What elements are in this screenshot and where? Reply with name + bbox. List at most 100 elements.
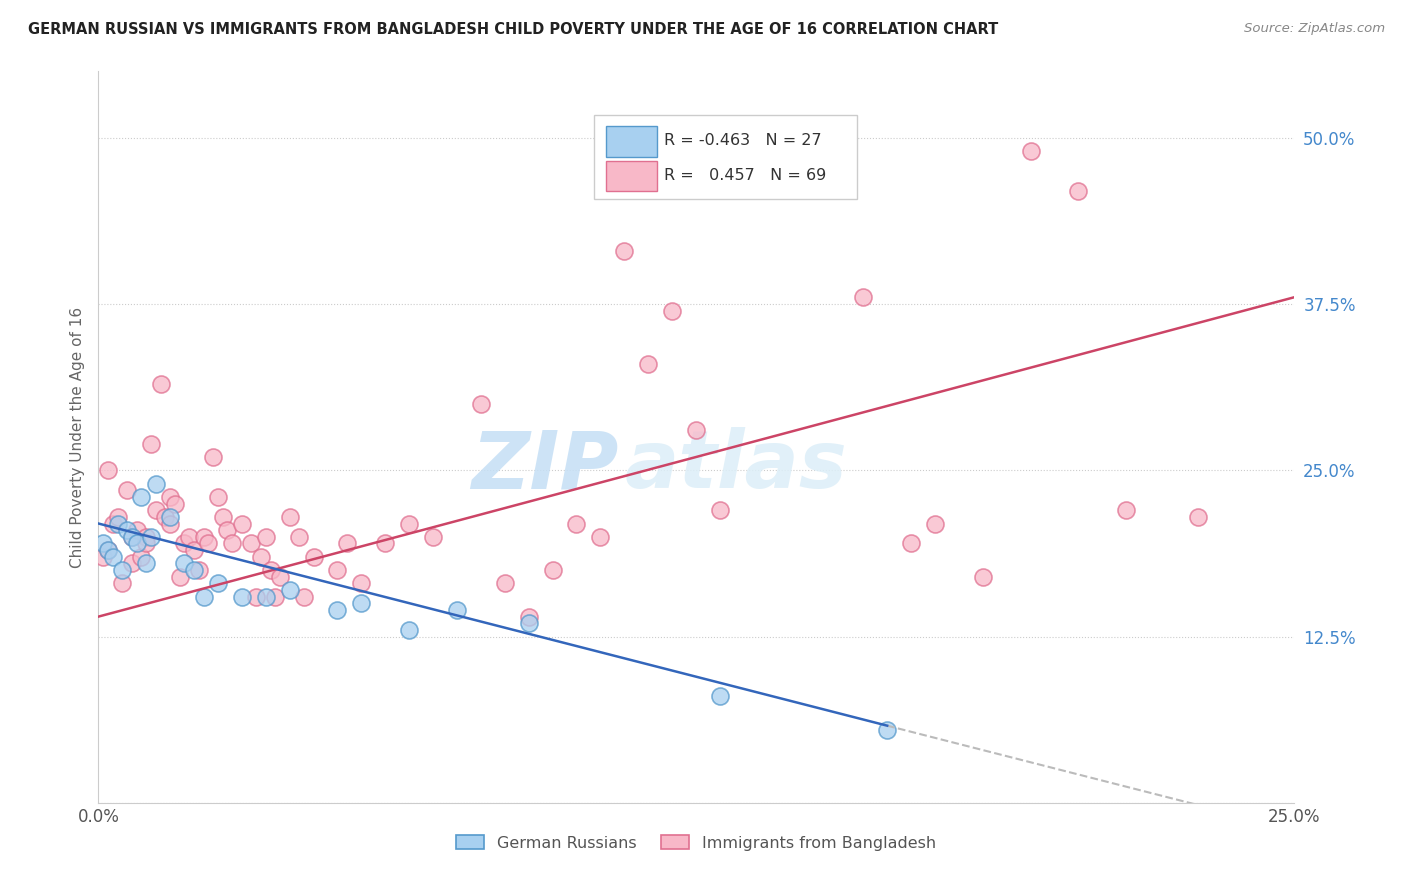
Text: atlas: atlas bbox=[624, 427, 846, 506]
Point bbox=[193, 530, 215, 544]
Point bbox=[637, 357, 659, 371]
Point bbox=[278, 509, 301, 524]
Point bbox=[207, 576, 229, 591]
Text: R =   0.457   N = 69: R = 0.457 N = 69 bbox=[664, 168, 825, 183]
Point bbox=[685, 424, 707, 438]
Point bbox=[207, 490, 229, 504]
Point bbox=[107, 509, 129, 524]
Point bbox=[121, 557, 143, 571]
FancyBboxPatch shape bbox=[595, 115, 858, 200]
Point bbox=[159, 509, 181, 524]
Text: ZIP: ZIP bbox=[471, 427, 619, 506]
Point bbox=[876, 723, 898, 737]
Point bbox=[139, 530, 162, 544]
Point bbox=[288, 530, 311, 544]
Point bbox=[292, 590, 315, 604]
Point bbox=[121, 530, 143, 544]
Point bbox=[254, 530, 277, 544]
Point bbox=[517, 616, 540, 631]
Point bbox=[111, 576, 134, 591]
Point bbox=[470, 397, 492, 411]
Point bbox=[179, 530, 201, 544]
Point bbox=[97, 543, 120, 558]
Point bbox=[211, 509, 233, 524]
FancyBboxPatch shape bbox=[606, 161, 657, 191]
Point bbox=[494, 576, 516, 591]
Point bbox=[131, 490, 153, 504]
Point bbox=[240, 536, 263, 550]
Point bbox=[193, 590, 215, 604]
Point bbox=[135, 530, 157, 544]
FancyBboxPatch shape bbox=[606, 126, 657, 157]
Point bbox=[326, 603, 349, 617]
Y-axis label: Child Poverty Under the Age of 16: Child Poverty Under the Age of 16 bbox=[69, 307, 84, 567]
Point bbox=[135, 557, 157, 571]
Point bbox=[250, 549, 273, 564]
Point bbox=[131, 549, 153, 564]
Point bbox=[374, 536, 396, 550]
Point bbox=[149, 376, 172, 391]
Point bbox=[565, 516, 588, 531]
Point bbox=[231, 590, 253, 604]
Text: Source: ZipAtlas.com: Source: ZipAtlas.com bbox=[1244, 22, 1385, 36]
Point bbox=[173, 536, 195, 550]
Point bbox=[422, 530, 444, 544]
Point bbox=[183, 563, 205, 577]
Point bbox=[183, 543, 205, 558]
Point bbox=[259, 563, 281, 577]
Point bbox=[350, 576, 373, 591]
Point bbox=[231, 516, 253, 531]
Point bbox=[125, 536, 148, 550]
Point bbox=[541, 563, 564, 577]
Point bbox=[91, 549, 114, 564]
Text: R = -0.463   N = 27: R = -0.463 N = 27 bbox=[664, 133, 821, 148]
Point bbox=[269, 570, 291, 584]
Point bbox=[709, 503, 731, 517]
Point bbox=[1187, 509, 1209, 524]
Point bbox=[517, 609, 540, 624]
Point bbox=[125, 523, 148, 537]
Point bbox=[221, 536, 243, 550]
Point bbox=[924, 516, 946, 531]
Point bbox=[169, 570, 191, 584]
Point bbox=[97, 543, 120, 558]
Point bbox=[245, 590, 267, 604]
Point bbox=[107, 516, 129, 531]
Point bbox=[111, 563, 134, 577]
Point bbox=[852, 290, 875, 304]
Point bbox=[278, 582, 301, 597]
Point bbox=[101, 516, 124, 531]
Point bbox=[163, 497, 186, 511]
Point bbox=[398, 623, 420, 637]
Point bbox=[155, 509, 177, 524]
Point bbox=[972, 570, 994, 584]
Point bbox=[115, 523, 138, 537]
Point bbox=[173, 557, 195, 571]
Point bbox=[264, 590, 287, 604]
Point bbox=[97, 463, 120, 477]
Text: GERMAN RUSSIAN VS IMMIGRANTS FROM BANGLADESH CHILD POVERTY UNDER THE AGE OF 16 C: GERMAN RUSSIAN VS IMMIGRANTS FROM BANGLA… bbox=[28, 22, 998, 37]
Point bbox=[350, 596, 373, 610]
Point bbox=[187, 563, 209, 577]
Point bbox=[159, 490, 181, 504]
Point bbox=[302, 549, 325, 564]
Point bbox=[202, 450, 225, 464]
Point bbox=[145, 476, 167, 491]
Point bbox=[1067, 184, 1090, 198]
Point bbox=[1115, 503, 1137, 517]
Point bbox=[159, 516, 181, 531]
Point bbox=[661, 303, 683, 318]
Point bbox=[336, 536, 359, 550]
Point bbox=[217, 523, 239, 537]
Point bbox=[709, 690, 731, 704]
Point bbox=[254, 590, 277, 604]
Point bbox=[446, 603, 468, 617]
Point bbox=[398, 516, 420, 531]
Point bbox=[91, 536, 114, 550]
Point bbox=[121, 530, 143, 544]
Point bbox=[613, 244, 636, 258]
Point bbox=[197, 536, 219, 550]
Point bbox=[115, 483, 138, 498]
Legend: German Russians, Immigrants from Bangladesh: German Russians, Immigrants from Banglad… bbox=[449, 829, 943, 857]
Point bbox=[145, 503, 167, 517]
